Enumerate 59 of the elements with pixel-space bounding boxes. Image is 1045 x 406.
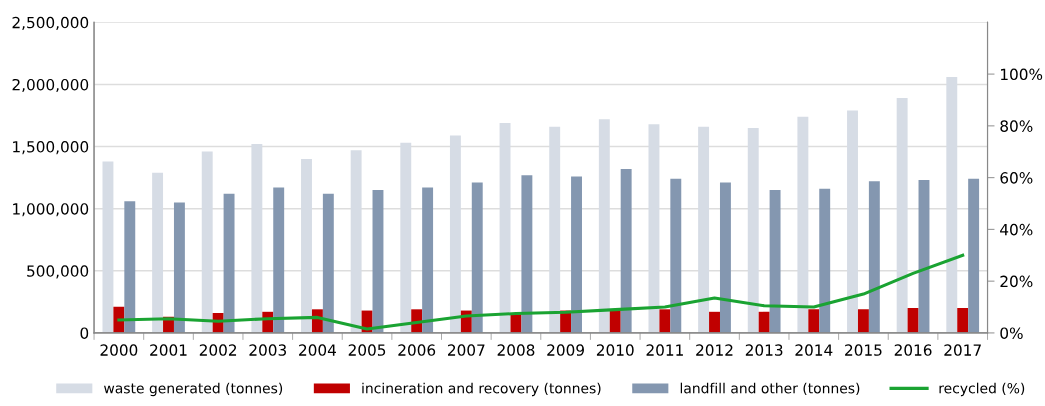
y-tick-label: 0 <box>80 327 89 339</box>
bar <box>124 201 136 333</box>
y-tick-label: 2,500,000 <box>12 16 89 30</box>
y2-tick-label: 80% <box>1000 120 1033 132</box>
y2-tick-label: 100% <box>1001 68 1043 81</box>
line-series <box>117 253 965 331</box>
bar <box>709 311 720 333</box>
x-tick-label: 2003 <box>249 344 286 356</box>
legend-label: waste generated (tonnes) <box>104 382 283 397</box>
y2-tick-label: 60% <box>1000 172 1033 184</box>
bar <box>521 175 533 333</box>
y2-tick-label: 0% <box>1000 327 1023 339</box>
x-tick-label: 2002 <box>199 344 237 356</box>
x-tick-label: 2001 <box>150 344 187 356</box>
bar <box>719 182 731 333</box>
bar <box>857 309 869 333</box>
y-tick-label: 1,500,000 <box>13 141 89 155</box>
bar <box>670 178 682 333</box>
x-tick-label: 2015 <box>845 344 882 356</box>
bar <box>571 176 582 333</box>
x-tick-label: 2017 <box>944 344 981 356</box>
y-tick-label: 2,000,000 <box>12 78 89 93</box>
x-tick-label: 2005 <box>348 344 386 356</box>
bar <box>868 181 880 333</box>
bar <box>758 311 770 333</box>
y2-tick-label: 40% <box>1000 223 1033 236</box>
bar <box>322 193 334 333</box>
bar <box>273 187 285 333</box>
bar <box>620 168 632 333</box>
x-tick-label: 2007 <box>448 344 485 356</box>
bar <box>907 308 919 333</box>
y-tick-label: 500,000 <box>27 265 89 279</box>
bar <box>609 310 621 333</box>
legend-label: recycled (%) <box>939 382 1025 397</box>
legend-label: incineration and recovery (tonnes) <box>362 382 601 397</box>
bar <box>808 309 820 333</box>
x-tick-label: 2011 <box>646 344 683 356</box>
x-tick-label: 2013 <box>745 344 783 356</box>
x-tick-label: 2004 <box>299 344 336 356</box>
x-tick-label: 2016 <box>894 344 932 356</box>
bar <box>769 190 781 333</box>
x-tick-label: 2010 <box>596 344 634 356</box>
bar <box>223 193 235 333</box>
bar <box>819 188 831 333</box>
bar <box>957 308 969 333</box>
y-tick-label: 1,000,000 <box>13 203 89 217</box>
bar <box>968 178 980 333</box>
x-tick-label: 2014 <box>795 344 833 356</box>
bar <box>422 187 434 333</box>
bar <box>173 202 185 333</box>
bar <box>471 182 483 333</box>
x-tick-label: 2012 <box>696 344 733 356</box>
x-tick-label: 2009 <box>547 344 584 356</box>
x-tick-label: 2008 <box>497 344 535 356</box>
legend-label: landfill and other (tonnes) <box>680 382 860 396</box>
bar <box>659 309 671 333</box>
y2-tick-label: 20% <box>1000 275 1033 288</box>
x-tick-label: 2006 <box>398 344 436 356</box>
x-tick-label: 2000 <box>100 344 138 356</box>
